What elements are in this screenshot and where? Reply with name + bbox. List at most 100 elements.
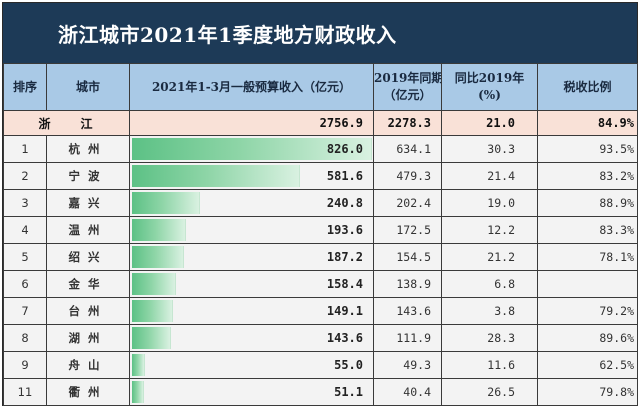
table-row: 6 金华 158.4 138.9 6.8	[3, 270, 638, 298]
tax-ratio-cell: 79.8%	[537, 378, 638, 406]
revenue-2021-cell: 193.6	[129, 216, 374, 244]
table-row: 4 温州 193.6 172.5 12.2 83.3%	[3, 216, 638, 244]
header-vs-2019: 同比2019年 (%)	[441, 63, 538, 111]
vs-2019-cell: 21.4	[441, 162, 538, 190]
rank-cell: 3	[3, 189, 47, 217]
table-row: 8 湖州 143.6 111.9 28.3 89.6%	[3, 324, 638, 352]
rank-cell: 5	[3, 243, 47, 271]
same-period-2019-cell: 479.3	[373, 162, 442, 190]
rank-cell: 2	[3, 162, 47, 190]
tax-ratio-cell: 88.9%	[537, 189, 638, 217]
city-cell: 宁波	[46, 162, 130, 190]
tax-ratio-cell: 83.2%	[537, 162, 638, 190]
revenue-2021-cell: 826.0	[129, 135, 374, 163]
city-cell: 金华	[46, 270, 130, 298]
same-period-2019-cell: 111.9	[373, 324, 442, 352]
table-row: 1 杭州 826.0 634.1 30.3 93.5%	[3, 135, 638, 163]
city-cell: 嘉兴	[46, 189, 130, 217]
rank-cell: 11	[3, 378, 47, 406]
header-same-period-2019-line1: 2019年同期	[374, 71, 442, 85]
tax-ratio-cell: 62.5%	[537, 351, 638, 379]
province-row: 浙 江 2756.9 2278.3 21.0 84.9%	[3, 110, 638, 136]
revenue-2021-value: 187.2	[326, 250, 363, 264]
revenue-2021-value: 581.6	[326, 169, 363, 183]
header-city: 城市	[46, 63, 130, 111]
header-same-period-2019-line2: （亿元）	[383, 88, 432, 102]
vs-2019-cell: 19.0	[441, 189, 538, 217]
revenue-2021-cell: 143.6	[129, 324, 374, 352]
header-revenue-2021: 2021年1-3月一般预算收入（亿元）	[129, 63, 374, 111]
tax-ratio-cell: 89.6%	[537, 324, 638, 352]
header-vs-2019-line2: (%)	[478, 88, 501, 102]
city-cell: 杭州	[46, 135, 130, 163]
revenue-2021-cell: 55.0	[129, 351, 374, 379]
revenue-2021-value: 143.6	[326, 331, 363, 345]
rank-cell: 1	[3, 135, 47, 163]
vs-2019-cell: 21.2	[441, 243, 538, 271]
page-title: 浙江城市2021年1季度地方财政收入	[58, 23, 397, 47]
revenue-2021-cell: 240.8	[129, 189, 374, 217]
tax-ratio-cell: 93.5%	[537, 135, 638, 163]
revenue-data-bar	[132, 273, 176, 295]
revenue-data-bar	[132, 300, 173, 322]
vs-2019-cell: 6.8	[441, 270, 538, 298]
revenue-2021-value: 51.1	[334, 385, 363, 399]
vs-2019-cell: 28.3	[441, 324, 538, 352]
header-same-period-2019: 2019年同期 （亿元）	[373, 63, 442, 111]
revenue-2021-value: 193.6	[326, 223, 363, 237]
rank-cell: 7	[3, 297, 47, 325]
title-bar: 浙江城市2021年1季度地方财政收入	[3, 3, 637, 63]
header-row: 排序 城市 2021年1-3月一般预算收入（亿元） 2019年同期 （亿元） 同…	[3, 63, 638, 111]
tax-ratio-cell	[537, 270, 638, 298]
city-cell: 衢州	[46, 378, 130, 406]
table-row: 5 绍兴 187.2 154.5 21.2 78.1%	[3, 243, 638, 271]
same-period-2019-cell: 49.3	[373, 351, 442, 379]
revenue-2021-value: 826.0	[326, 142, 363, 156]
vs-2019-cell: 12.2	[441, 216, 538, 244]
province-name: 浙 江	[3, 110, 130, 136]
revenue-data-bar	[132, 219, 186, 241]
table-row: 9 舟山 55.0 49.3 11.6 62.5%	[3, 351, 638, 379]
revenue-2021-value: 240.8	[326, 196, 363, 210]
vs-2019-cell: 30.3	[441, 135, 538, 163]
tax-ratio-cell: 79.2%	[537, 297, 638, 325]
rank-cell: 6	[3, 270, 47, 298]
same-period-2019-cell: 154.5	[373, 243, 442, 271]
revenue-2021-value: 149.1	[326, 304, 363, 318]
revenue-data-bar	[132, 381, 145, 403]
vs-2019-cell: 26.5	[441, 378, 538, 406]
table-row: 3 嘉兴 240.8 202.4 19.0 88.9%	[3, 189, 638, 217]
rank-cell: 8	[3, 324, 47, 352]
rank-cell: 4	[3, 216, 47, 244]
revenue-2021-cell: 51.1	[129, 378, 374, 406]
province-revenue-2021: 2756.9	[129, 110, 374, 136]
vs-2019-cell: 3.8	[441, 297, 538, 325]
vs-2019-cell: 11.6	[441, 351, 538, 379]
same-period-2019-cell: 634.1	[373, 135, 442, 163]
province-same-period-2019: 2278.3	[373, 110, 442, 136]
revenue-2021-cell: 187.2	[129, 243, 374, 271]
city-cell: 舟山	[46, 351, 130, 379]
revenue-2021-cell: 158.4	[129, 270, 374, 298]
table-row: 2 宁波 581.6 479.3 21.4 83.2%	[3, 162, 638, 190]
same-period-2019-cell: 143.6	[373, 297, 442, 325]
city-cell: 台州	[46, 297, 130, 325]
same-period-2019-cell: 202.4	[373, 189, 442, 217]
revenue-data-bar	[132, 354, 146, 376]
same-period-2019-cell: 40.4	[373, 378, 442, 406]
revenue-table: 排序 城市 2021年1-3月一般预算收入（亿元） 2019年同期 （亿元） 同…	[3, 63, 638, 406]
city-cell: 绍兴	[46, 243, 130, 271]
header-tax-ratio: 税收比例	[537, 63, 638, 111]
revenue-data-bar	[132, 138, 372, 160]
city-cell: 温州	[46, 216, 130, 244]
revenue-2021-value: 158.4	[326, 277, 363, 291]
header-rank: 排序	[3, 63, 47, 111]
city-cell: 湖州	[46, 324, 130, 352]
revenue-2021-cell: 581.6	[129, 162, 374, 190]
province-tax-ratio: 84.9%	[537, 110, 638, 136]
same-period-2019-cell: 138.9	[373, 270, 442, 298]
revenue-data-bar	[132, 165, 301, 187]
revenue-2021-cell: 149.1	[129, 297, 374, 325]
header-vs-2019-line1: 同比2019年	[454, 71, 525, 85]
